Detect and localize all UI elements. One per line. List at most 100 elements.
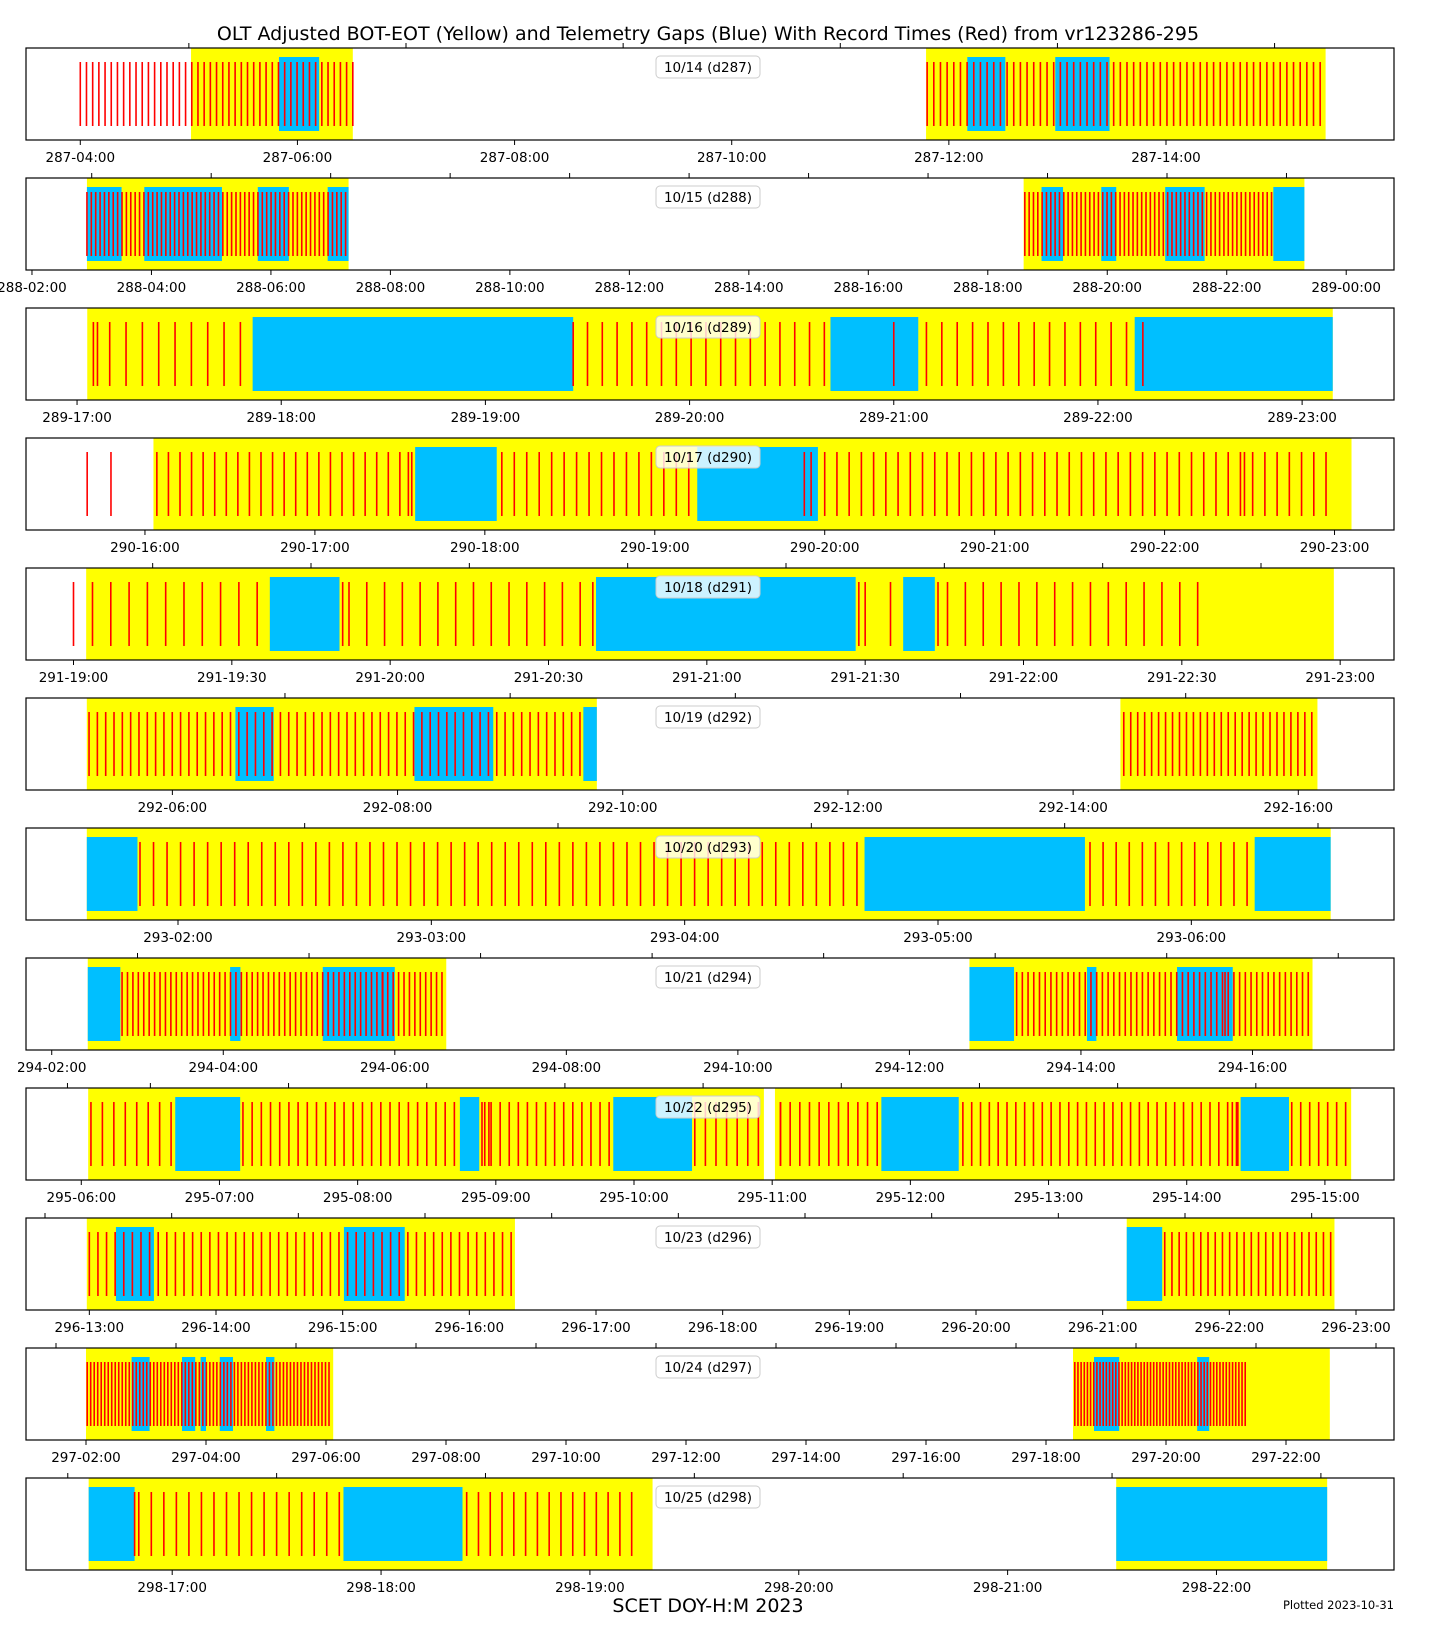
day-label-box bbox=[655, 705, 761, 729]
tick-label: 291-23:00 bbox=[1305, 670, 1375, 686]
tick-label: 296-18:00 bbox=[688, 1320, 758, 1336]
day-label-box bbox=[655, 55, 761, 79]
day-label-box bbox=[655, 1355, 761, 1379]
day-label-text: 10/23 (d296) bbox=[664, 1230, 752, 1246]
tick-label: 287-04:00 bbox=[46, 150, 116, 166]
telemetry-gap bbox=[1101, 187, 1117, 261]
panel-frame bbox=[25, 437, 1395, 531]
tick-label: 289-23:00 bbox=[1267, 410, 1337, 426]
tick-label: 297-02:00 bbox=[51, 1450, 121, 1466]
tick-label: 295-14:00 bbox=[1152, 1190, 1222, 1206]
tick-label: 298-22:00 bbox=[1182, 1580, 1252, 1596]
panel-d289: 289-17:00 289-18:00 289-19:00 289-20:00 289-… bbox=[25, 307, 1395, 426]
tick-label: 288-12:00 bbox=[595, 280, 665, 296]
tick-label: 290-16:00 bbox=[110, 540, 180, 556]
tick-label: 293-02:00 bbox=[143, 930, 213, 946]
tick-label: 291-19:30 bbox=[197, 670, 267, 686]
tick-label: 296-20:00 bbox=[941, 1320, 1011, 1336]
telemetry-gap bbox=[175, 1097, 241, 1171]
day-label: 10/21 (d294) bbox=[655, 965, 761, 989]
panel-frame bbox=[25, 567, 1395, 661]
day-label-box bbox=[655, 1485, 761, 1509]
tick-label: 295-10:00 bbox=[599, 1190, 669, 1206]
tick-label: 297-14:00 bbox=[771, 1450, 841, 1466]
telemetry-gap bbox=[1055, 57, 1110, 131]
tick-label: 290-20:00 bbox=[790, 540, 860, 556]
tick-label: 287-12:00 bbox=[914, 150, 984, 166]
day-label-text: 10/24 (d297) bbox=[664, 1360, 752, 1376]
tick-label: 296-14:00 bbox=[181, 1320, 251, 1336]
panel-frame bbox=[25, 827, 1395, 921]
tick-label: 288-02:00 bbox=[0, 280, 67, 296]
panel-frame bbox=[25, 1347, 1395, 1441]
tick-label: 294-14:00 bbox=[1046, 1060, 1116, 1076]
tick-label: 294-04:00 bbox=[188, 1060, 258, 1076]
telemetry-gap bbox=[830, 317, 919, 391]
tick-label: 295-11:00 bbox=[737, 1190, 807, 1206]
tick-label: 297-20:00 bbox=[1131, 1450, 1201, 1466]
panel-d291: 291-19:00 291-19:30 291-20:00 291-20:30 291-… bbox=[25, 563, 1395, 686]
day-label-text: 10/21 (d294) bbox=[664, 970, 752, 986]
tick-label: 291-20:00 bbox=[355, 670, 425, 686]
day-label-text: 10/14 (d287) bbox=[664, 60, 752, 76]
telemetry-gap bbox=[235, 707, 274, 781]
day-label-box bbox=[655, 315, 761, 339]
tick-label: 294-12:00 bbox=[875, 1060, 945, 1076]
tick-label: 296-21:00 bbox=[1068, 1320, 1138, 1336]
tick-label: 298-18:00 bbox=[346, 1580, 416, 1596]
panel-frame bbox=[25, 697, 1395, 791]
tick-label: 289-21:00 bbox=[859, 410, 929, 426]
tick-label: 290-22:00 bbox=[1130, 540, 1200, 556]
tick-label: 290-18:00 bbox=[450, 540, 520, 556]
telemetry-gap bbox=[1254, 837, 1331, 911]
tick-label: 289-22:00 bbox=[1063, 410, 1133, 426]
plotted-date: Plotted 2023-10-31 bbox=[1283, 1598, 1394, 1612]
tick-label: 292-14:00 bbox=[1038, 800, 1108, 816]
tick-label: 294-06:00 bbox=[360, 1060, 430, 1076]
telemetry-gap bbox=[1134, 317, 1333, 391]
tick-label: 298-21:00 bbox=[973, 1580, 1043, 1596]
day-label: 10/23 (d296) bbox=[655, 1225, 761, 1249]
telemetry-gap bbox=[86, 837, 138, 911]
telemetry-gap bbox=[269, 577, 340, 651]
day-label: 10/24 (d297) bbox=[655, 1355, 761, 1379]
telemetry-gap bbox=[415, 447, 497, 521]
tick-label: 293-05:00 bbox=[903, 930, 973, 946]
telemetry-gap bbox=[414, 707, 494, 781]
panel-d292: 292-06:00 292-08:00 292-10:00 292-12:00 292-… bbox=[25, 693, 1395, 816]
x-axis-label: SCET DOY-H:M 2023 bbox=[612, 1595, 803, 1617]
day-label-box bbox=[655, 835, 761, 859]
tick-label: 297-18:00 bbox=[1011, 1450, 1081, 1466]
telemetry-gap bbox=[1197, 1357, 1210, 1431]
tick-label: 287-10:00 bbox=[697, 150, 767, 166]
tick-label: 289-20:00 bbox=[655, 410, 725, 426]
panel-frame bbox=[25, 177, 1395, 271]
tick-label: 296-19:00 bbox=[815, 1320, 885, 1336]
telemetry-gap bbox=[252, 317, 574, 391]
day-label: 10/25 (d298) bbox=[655, 1485, 761, 1509]
tick-label: 294-02:00 bbox=[17, 1060, 87, 1076]
day-label: 10/16 (d289) bbox=[655, 315, 761, 339]
panel-d294: 294-02:00 294-04:00 294-06:00 294-08:00 294-… bbox=[17, 953, 1395, 1076]
day-label-text: 10/25 (d298) bbox=[664, 1490, 752, 1506]
tick-label: 297-12:00 bbox=[651, 1450, 721, 1466]
tick-label: 287-06:00 bbox=[263, 150, 333, 166]
tick-label: 288-18:00 bbox=[953, 280, 1023, 296]
telemetry-gap bbox=[1273, 187, 1305, 261]
telemetry-gap bbox=[881, 1097, 959, 1171]
tick-label: 289-17:00 bbox=[42, 410, 112, 426]
tick-label: 292-10:00 bbox=[588, 800, 658, 816]
tick-label: 298-17:00 bbox=[137, 1580, 207, 1596]
day-label-box bbox=[655, 185, 761, 209]
tick-label: 292-16:00 bbox=[1264, 800, 1334, 816]
panel-frame bbox=[25, 1217, 1395, 1311]
telemetry-gap bbox=[88, 1487, 135, 1561]
tick-label: 293-06:00 bbox=[1157, 930, 1227, 946]
tick-label: 296-16:00 bbox=[435, 1320, 505, 1336]
panel-d295: 295-06:00 295-07:00 295-08:00 295-09:00 295-… bbox=[25, 1083, 1395, 1206]
day-label-box bbox=[655, 1095, 761, 1119]
day-label-text: 10/17 (d290) bbox=[664, 450, 752, 466]
tick-label: 288-04:00 bbox=[117, 280, 187, 296]
tick-label: 290-21:00 bbox=[960, 540, 1030, 556]
